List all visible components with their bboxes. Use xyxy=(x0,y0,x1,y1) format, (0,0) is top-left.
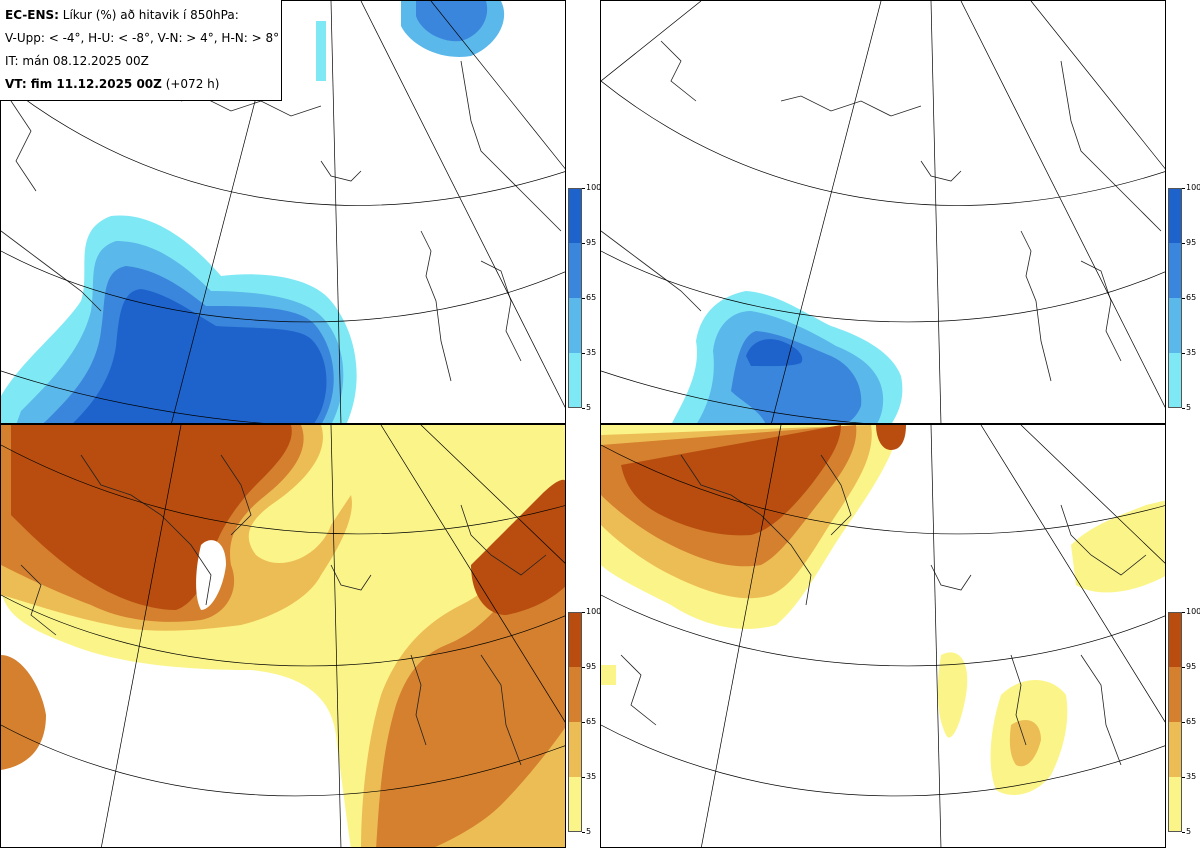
colorbar-outline xyxy=(568,188,582,408)
colorbar-tick-label: 95 xyxy=(1186,662,1197,671)
colorbar-tickmark xyxy=(1182,243,1185,244)
prob-65-95-west xyxy=(1,655,46,770)
colorbar-segment xyxy=(1168,353,1182,408)
colorbar-tick-label: 5 xyxy=(1186,403,1192,412)
map-cold-4 xyxy=(1,1,565,423)
colorbar-tick-label: 65 xyxy=(1186,717,1197,726)
colorbar-cold-left: 100 95 65 35 5 xyxy=(568,184,601,412)
colorbar-outline xyxy=(568,612,582,832)
colorbar-warm-right: 100 95 65 35 5 xyxy=(1168,608,1200,836)
colorbar-segment xyxy=(1168,612,1182,667)
coastlines xyxy=(601,40,1162,382)
colorbar-cold-right: 100 95 65 35 5 xyxy=(1168,184,1200,412)
colorbar-segment xyxy=(568,722,582,777)
colorbar-tickmark xyxy=(582,667,585,668)
graticule xyxy=(1,425,565,847)
prob-65-95-north xyxy=(416,1,488,42)
colorbar-tick-label: 95 xyxy=(1186,238,1197,247)
info-line-thresholds: V-Upp: < -4°, H-U: < -8°, V-N: > 4°, H-N… xyxy=(5,31,280,45)
colorbar-tickmark xyxy=(1182,353,1185,354)
colorbar-tickmark xyxy=(582,298,585,299)
coastlines xyxy=(1,60,562,382)
colorbar-segment xyxy=(1168,188,1182,243)
graticule xyxy=(1,1,565,423)
colorbar-tick-label: 35 xyxy=(1186,772,1197,781)
colorbar-tickmark xyxy=(1182,298,1185,299)
prob-5-35-west xyxy=(601,665,616,685)
colorbar-segment xyxy=(1168,298,1182,353)
colorbar-segment xyxy=(568,188,582,243)
colorbar-warm-left: 100 95 65 35 5 xyxy=(568,608,601,836)
colorbar-tickmark xyxy=(582,243,585,244)
colorbar-segment xyxy=(568,612,582,667)
colorbar-tick-label: 35 xyxy=(586,772,597,781)
colorbar-tickmark xyxy=(1182,667,1185,668)
colorbar-tick-label: 100 xyxy=(586,183,602,192)
prob-95-100 xyxy=(73,289,327,423)
colorbar-tick-label: 65 xyxy=(586,293,597,302)
prob-95-100 xyxy=(11,425,292,610)
colorbar-tick-label: 65 xyxy=(1186,293,1197,302)
colorbar-segment xyxy=(568,353,582,408)
map-warm-8 xyxy=(601,425,1165,847)
colorbar-tick-label: 95 xyxy=(586,662,597,671)
colorbar-tick-label: 5 xyxy=(586,827,592,836)
prob-95-100-east xyxy=(471,479,565,615)
colorbar-tickmark xyxy=(1182,777,1185,778)
colorbar-segment xyxy=(568,243,582,298)
prob-95-100-north xyxy=(876,425,906,450)
colorbar-outline xyxy=(1168,188,1182,408)
colorbar-tick-label: 35 xyxy=(1186,348,1197,357)
map-warm-4 xyxy=(1,425,565,847)
graticule xyxy=(601,425,1165,847)
colorbar-tick-label: 5 xyxy=(586,403,592,412)
coastlines xyxy=(620,454,1147,766)
colorbar-segment xyxy=(1168,777,1182,832)
colorbar-tickmark xyxy=(582,408,585,409)
map-panel-warm-4 xyxy=(0,424,566,848)
map-panel-cold-8 xyxy=(600,0,1166,424)
colorbar-tickmark xyxy=(1182,832,1185,833)
prob-5-35-east xyxy=(1071,500,1165,593)
colorbar-tickmark xyxy=(582,722,585,723)
prob-5-35-streak xyxy=(316,21,326,81)
colorbar-tick-label: 65 xyxy=(586,717,597,726)
colorbar-tickmark xyxy=(582,612,585,613)
graticule xyxy=(601,1,1165,423)
colorbar-segment xyxy=(1168,243,1182,298)
colorbar-tickmark xyxy=(1182,408,1185,409)
colorbar-tickmark xyxy=(1182,722,1185,723)
info-box: EC-ENS: Líkur (%) að hitavik í 850hPa: V… xyxy=(0,0,282,101)
colorbar-tick-label: 35 xyxy=(586,348,597,357)
map-cold-8 xyxy=(601,1,1165,423)
colorbar-segment xyxy=(1168,722,1182,777)
colorbar-tickmark xyxy=(582,188,585,189)
colorbar-outline xyxy=(1168,612,1182,832)
colorbar-tickmark xyxy=(1182,612,1185,613)
colorbar-tickmark xyxy=(582,777,585,778)
coastlines xyxy=(20,454,547,766)
map-panel-warm-8 xyxy=(600,424,1166,848)
colorbar-tick-label: 95 xyxy=(586,238,597,247)
prob-5-35-island xyxy=(937,652,968,738)
colorbar-segment xyxy=(1168,667,1182,722)
info-line-title: EC-ENS: Líkur (%) að hitavik í 850hPa: xyxy=(5,8,239,22)
colorbar-segment xyxy=(568,298,582,353)
info-line-initial-time: IT: mán 08.12.2025 00Z xyxy=(5,54,149,68)
prob-95-100 xyxy=(621,425,841,536)
map-panel-cold-4 xyxy=(0,0,566,424)
colorbar-tickmark xyxy=(1182,188,1185,189)
colorbar-segment xyxy=(568,777,582,832)
colorbar-segment xyxy=(568,667,582,722)
colorbar-tickmark xyxy=(582,353,585,354)
colorbar-tick-label: 100 xyxy=(586,607,602,616)
colorbar-tick-label: 100 xyxy=(1186,607,1200,616)
colorbar-tick-label: 5 xyxy=(1186,827,1192,836)
colorbar-tick-label: 100 xyxy=(1186,183,1200,192)
info-line-valid-time: VT: fim 11.12.2025 00Z (+072 h) xyxy=(5,77,220,91)
colorbar-tickmark xyxy=(582,832,585,833)
